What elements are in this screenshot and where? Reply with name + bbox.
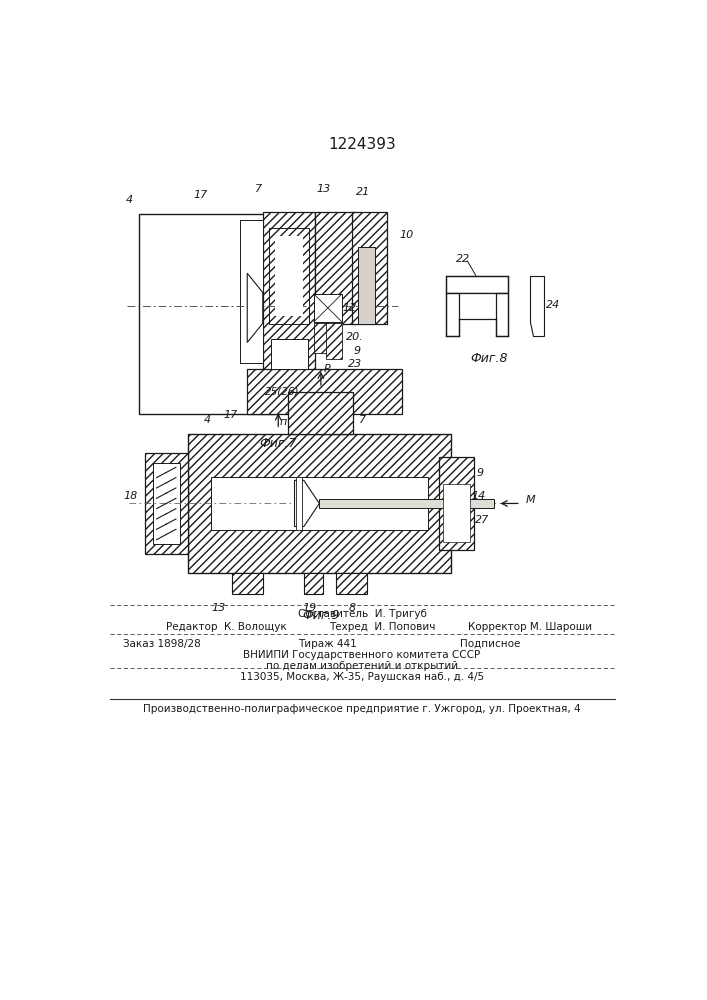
Text: 17: 17: [194, 190, 208, 200]
Text: Подписное: Подписное: [460, 639, 521, 649]
Bar: [314, 323, 328, 353]
Bar: [352, 212, 387, 324]
Text: 25(26): 25(26): [265, 386, 299, 396]
Bar: [247, 369, 402, 414]
Bar: [269, 228, 309, 324]
Bar: [315, 212, 356, 324]
Text: 9: 9: [477, 468, 484, 478]
Bar: [145, 453, 187, 554]
Bar: [446, 276, 508, 293]
Text: по делам изобретений и открытий: по делам изобретений и открытий: [266, 661, 458, 671]
Polygon shape: [247, 273, 263, 343]
Text: Техред  И. Попович: Техред И. Попович: [329, 622, 435, 632]
Text: 23: 23: [348, 359, 362, 369]
Text: 4: 4: [204, 415, 211, 425]
Text: 10: 10: [399, 231, 414, 240]
Text: 12: 12: [342, 303, 356, 313]
Text: Тираж 441: Тираж 441: [298, 639, 356, 649]
Bar: [443, 484, 470, 542]
Text: 1224393: 1224393: [328, 137, 396, 152]
Bar: [240, 220, 263, 363]
Bar: [446, 293, 508, 319]
Text: Составитель  И. Тригуб: Составитель И. Тригуб: [298, 609, 426, 619]
Text: 21: 21: [356, 187, 370, 197]
Text: ВНИИПИ Государственного комитета СССР: ВНИИПИ Государственного комитета СССР: [243, 650, 481, 660]
Bar: [153, 463, 180, 544]
Text: 7: 7: [255, 184, 262, 194]
Text: 13: 13: [316, 184, 330, 194]
Text: 9: 9: [354, 346, 361, 356]
Bar: [327, 323, 341, 359]
Text: M: M: [525, 495, 535, 505]
Bar: [263, 212, 315, 370]
Text: п: п: [280, 417, 287, 427]
Text: Фиг.7: Фиг.7: [259, 437, 297, 450]
Bar: [275, 235, 303, 316]
Bar: [320, 499, 493, 508]
Bar: [496, 293, 508, 336]
Bar: [337, 573, 368, 594]
Text: 22: 22: [456, 254, 471, 264]
Text: 17: 17: [223, 410, 238, 420]
Text: Корректор М. Шароши: Корректор М. Шароши: [468, 622, 592, 632]
Text: 20.: 20.: [346, 332, 364, 342]
Text: 14: 14: [471, 491, 485, 501]
Text: 18: 18: [124, 491, 138, 501]
Text: 13: 13: [211, 603, 226, 613]
Text: Производственно-полиграфическое предприятие г. Ужгород, ул. Проектная, 4: Производственно-полиграфическое предприя…: [143, 704, 580, 714]
Text: Заказ 1898/28: Заказ 1898/28: [123, 639, 201, 649]
Text: P: P: [324, 364, 330, 374]
Bar: [232, 573, 263, 594]
Bar: [440, 457, 474, 550]
Text: Редактор  К. Волощук: Редактор К. Волощук: [166, 622, 286, 632]
Bar: [187, 434, 451, 573]
Bar: [446, 293, 459, 336]
Text: 24: 24: [547, 300, 561, 310]
Text: 27: 27: [475, 515, 489, 525]
Bar: [358, 247, 375, 324]
Text: Фиг.8: Фиг.8: [470, 352, 508, 365]
Text: 4: 4: [126, 195, 133, 205]
Bar: [271, 339, 308, 369]
Polygon shape: [295, 480, 320, 527]
Bar: [288, 392, 354, 434]
Text: 8: 8: [349, 603, 356, 613]
Bar: [304, 573, 323, 594]
Bar: [296, 477, 303, 530]
Text: Фиг.9: Фиг.9: [302, 609, 339, 622]
Bar: [211, 477, 428, 530]
Bar: [139, 214, 276, 414]
Text: 113035, Москва, Ж-35, Раушская наб., д. 4/5: 113035, Москва, Ж-35, Раушская наб., д. …: [240, 672, 484, 682]
Text: 7: 7: [359, 415, 366, 425]
Bar: [314, 294, 341, 322]
Text: 19: 19: [303, 603, 317, 613]
Polygon shape: [530, 276, 544, 336]
